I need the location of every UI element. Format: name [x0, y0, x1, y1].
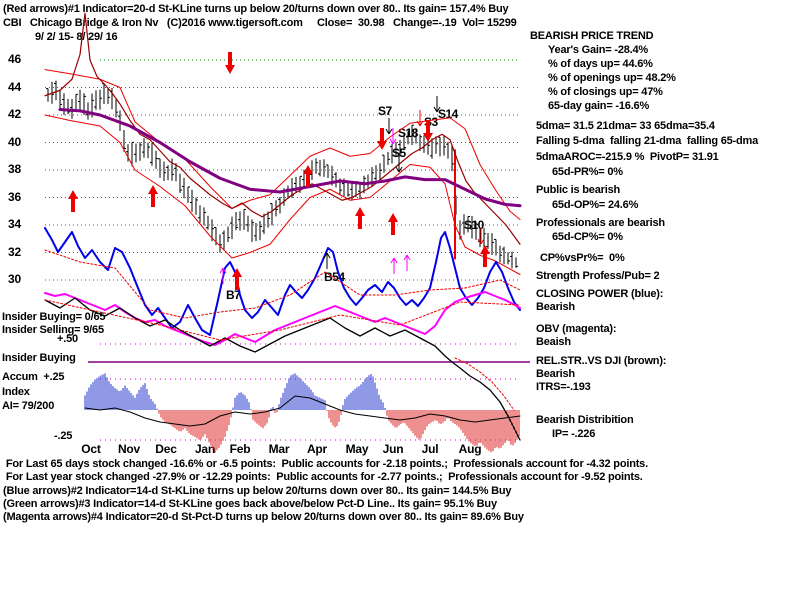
- month-label-oct: Oct: [81, 442, 101, 456]
- month-label-nov: Nov: [117, 442, 141, 456]
- panel-line-11: 65d-OP%= 24.6%: [552, 199, 639, 211]
- line-tail-dotted: [454, 357, 515, 411]
- insider-buying-line-label: Insider Buying: [2, 352, 76, 364]
- price-tick-46: 46: [8, 52, 21, 66]
- month-label-aug: Aug: [458, 442, 482, 456]
- insider-selling-count: Insider Selling= 9/65: [2, 324, 104, 336]
- panel-line-0: BEARISH PRICE TREND: [530, 30, 654, 42]
- footer-line-4: (Green arrows)#3 Indicator=14-d St-KLine…: [3, 498, 497, 510]
- panel-line-10: Public is bearish: [536, 184, 621, 196]
- panel-line-17: Bearish: [536, 301, 575, 313]
- panel-line-21: Bearish: [536, 368, 575, 380]
- price-tick-36: 36: [8, 189, 21, 204]
- month-label-feb: Feb: [229, 442, 251, 456]
- line-lower-band: [44, 114, 521, 275]
- line-obv-ma-dotted: [44, 299, 521, 341]
- signal-label-s10: S10: [464, 218, 484, 232]
- price-tick-34: 34: [8, 217, 21, 231]
- date-range: 9/ 2/ 15- 8/ 29/ 16: [35, 31, 118, 43]
- month-label-dec: Dec: [155, 442, 177, 456]
- signal-label-b7: B7: [226, 288, 241, 302]
- accumulation-index-histogram: [84, 373, 520, 453]
- panel-line-4: % of closings up= 47%: [548, 86, 663, 98]
- accum-plus-25: Accum +.25: [2, 371, 65, 383]
- panel-line-8: 5dmaAROC=-215.9 % PivotP= 31.91: [536, 151, 719, 163]
- month-label-jun: Jun: [382, 442, 404, 456]
- footer-line-2: For Last year stock changed -27.9% or -1…: [3, 471, 643, 483]
- indicator-dotted-levels: [100, 343, 520, 441]
- price-tick-42: 42: [8, 107, 21, 121]
- price-tick-30: 30: [8, 272, 21, 286]
- panel-line-3: % of openings up= 48.2%: [548, 72, 676, 84]
- line-cp-ma-dotted: [44, 249, 521, 319]
- panel-line-18: OBV (magenta):: [536, 323, 617, 335]
- panel-line-1: Year's Gain= -28.4%: [548, 44, 649, 56]
- panel-line-6: 5dma= 31.5 21dma= 33 65dma=35.4: [536, 120, 715, 132]
- line-upper-band: [44, 69, 521, 220]
- ai-value: AI= 79/200: [2, 400, 55, 412]
- line-65dma: [58, 108, 522, 208]
- line-closing-power: [44, 227, 521, 336]
- month-label-jan: Jan: [194, 442, 216, 456]
- panel-line-12: Professionals are bearish: [536, 217, 665, 229]
- panel-line-15: Strength Profess/Pub= 2: [536, 270, 660, 282]
- price-tick-40: 40: [8, 134, 21, 149]
- month-label-apr: Apr: [306, 442, 328, 456]
- panel-line-16: CLOSING POWER (blue):: [536, 288, 664, 300]
- month-label-mar: Mar: [268, 442, 290, 456]
- ticker-title: CBI Chicago Bridge & Iron Nv (C)2016 www…: [3, 17, 517, 29]
- level-plus-50: +.50: [57, 333, 78, 345]
- panel-line-13: 65d-CP%= 0%: [552, 231, 623, 243]
- month-label-may: May: [345, 442, 369, 456]
- buy-sell-arrows: [68, 52, 490, 290]
- line-ai-ma: [84, 395, 521, 427]
- panel-line-14: CP%vsPr%= 0%: [540, 252, 625, 264]
- panel-line-20: REL.STR..VS DJI (brown):: [536, 355, 667, 367]
- signal1-header: (Red arrows)#1 Indicator=20-d St-KLine t…: [3, 3, 509, 15]
- panel-line-7: Falling 5-dma falling 21-dma falling 65-…: [536, 135, 759, 147]
- panel-line-5: 65-day gain= -16.6%: [548, 100, 650, 112]
- panel-line-24: IP= -.226: [552, 428, 596, 440]
- level-minus-25: -.25: [54, 430, 73, 442]
- signal-label-s14: S14: [438, 107, 458, 121]
- price-tick-32: 32: [8, 244, 21, 259]
- price-tick-44: 44: [8, 79, 21, 94]
- line-rs-vs-dji: [44, 12, 521, 245]
- footer-line-1: For Last 65 days stock changed -16.6% or…: [3, 458, 648, 470]
- panel-line-9: 65d-PR%= 0%: [552, 166, 623, 178]
- index-label: Index: [2, 386, 30, 398]
- line-price-line: [44, 297, 521, 441]
- panel-line-23: Bearish Distribition: [536, 414, 634, 426]
- price-tick-38: 38: [8, 162, 21, 176]
- panel-line-2: % of days up= 44.6%: [548, 58, 653, 70]
- footer-line-3: (Blue arrows)#2 Indicator=14-d St-KLine …: [3, 485, 512, 497]
- month-label-jul: Jul: [421, 442, 439, 456]
- panel-line-19: Beaish: [536, 336, 571, 348]
- footer-line-5: (Magenta arrows)#4 Indicator=20-d St-Pct…: [3, 511, 524, 523]
- panel-line-22: ITRS=-.193: [536, 381, 591, 393]
